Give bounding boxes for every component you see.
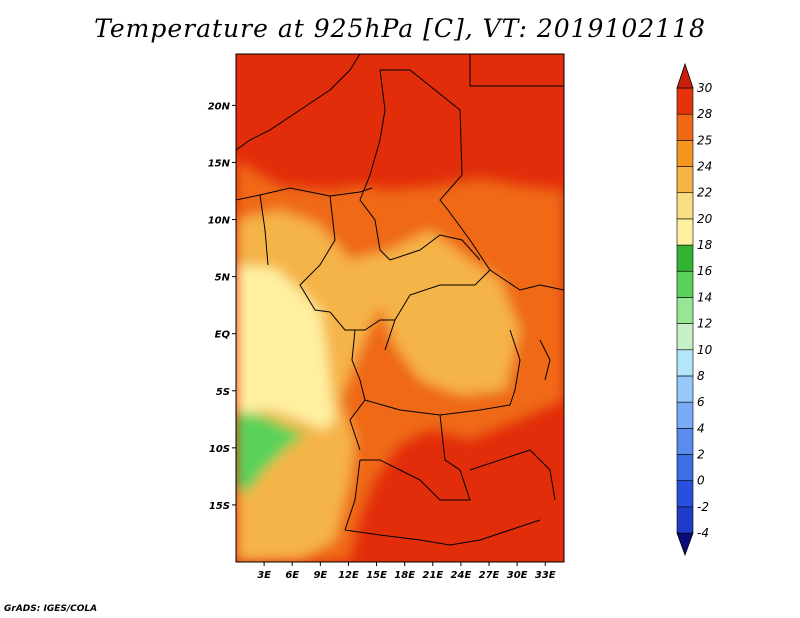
colorbar-label: -2 <box>697 500 709 514</box>
y-tick-label: 5N <box>215 273 231 284</box>
colorbar-swatch <box>676 349 694 377</box>
colorbar-label: -4 <box>697 526 709 540</box>
colorbar-label: 8 <box>697 369 705 383</box>
x-tick-label: 15E <box>366 570 387 581</box>
colorbar-label: 14 <box>697 290 712 304</box>
colorbar-swatch <box>676 244 694 272</box>
colorbar-swatch <box>676 192 694 220</box>
colorbar-swatch <box>676 506 694 534</box>
colorbar-swatch <box>676 480 694 508</box>
colorbar-swatch <box>676 113 694 141</box>
region-cool-angola <box>236 412 305 492</box>
x-tick-label: 12E <box>338 570 359 581</box>
colorbar-label: 10 <box>697 343 713 357</box>
colorbar-label: 28 <box>697 107 713 121</box>
colorbar-swatch <box>676 218 694 246</box>
colorbar-label: 30 <box>697 81 713 95</box>
x-tick-label: 24E <box>451 570 472 581</box>
colorbar-label: 2 <box>697 447 705 461</box>
y-tick-label: 15N <box>208 158 231 169</box>
colorbar-label: 0 <box>697 474 705 488</box>
x-tick-label: 21E <box>422 570 443 581</box>
y-tick-label: 10S <box>209 444 230 455</box>
x-tick-label: 33E <box>535 570 556 581</box>
y-tick-label: 15S <box>209 501 230 512</box>
colorbar-label: 18 <box>697 238 713 252</box>
x-axis: 3E 6E 9E 12E 15E 18E 21E 24E 27E 30E 33E <box>257 562 556 581</box>
colorbar-swatch <box>676 375 694 403</box>
colorbar-label: 25 <box>697 133 712 147</box>
y-tick-label: 20N <box>208 101 231 112</box>
colorbar-swatch <box>676 270 694 298</box>
y-tick-label: 5S <box>216 387 230 398</box>
colorbar-min-triangle <box>676 532 694 557</box>
region-cool-atlantic <box>236 265 335 430</box>
x-tick-label: 6E <box>285 570 299 581</box>
colorbar-swatch <box>676 166 694 194</box>
x-tick-label: 9E <box>313 570 327 581</box>
y-tick-label: EQ <box>215 330 231 341</box>
x-tick-label: 18E <box>394 570 415 581</box>
chart-title: Temperature at 925hPa [C], VT: 201910211… <box>94 14 706 43</box>
colorbar-max-triangle <box>676 62 694 89</box>
colorbar-label: 4 <box>697 421 705 435</box>
country-borders <box>236 54 564 546</box>
colorbar-swatch <box>676 140 694 167</box>
colorbar-swatch <box>676 323 694 351</box>
colorbar-label: 16 <box>697 264 713 278</box>
y-axis: 20N 15N 10N 5N EQ 5S 10S 15S <box>208 101 236 512</box>
colorbar-label: 24 <box>697 160 712 174</box>
colorbar-label: 12 <box>697 317 712 331</box>
grads-credit: GrADS: IGES/COLA <box>4 604 98 614</box>
y-tick-label: 10N <box>208 216 231 227</box>
x-tick-label: 27E <box>479 570 500 581</box>
map-area <box>236 54 564 562</box>
colorbar-swatch <box>676 401 694 429</box>
x-tick-label: 3E <box>257 570 271 581</box>
x-tick-label: 30E <box>507 570 528 581</box>
colorbar-swatch <box>676 297 694 324</box>
colorbar-label: 20 <box>697 212 713 226</box>
map-frame <box>235 53 565 563</box>
colorbar-swatch <box>676 454 694 481</box>
colorbar-label: 22 <box>697 186 712 200</box>
colorbar-label: 6 <box>697 395 705 409</box>
colorbar-swatch <box>676 427 694 455</box>
colorbar-swatch <box>676 87 694 115</box>
